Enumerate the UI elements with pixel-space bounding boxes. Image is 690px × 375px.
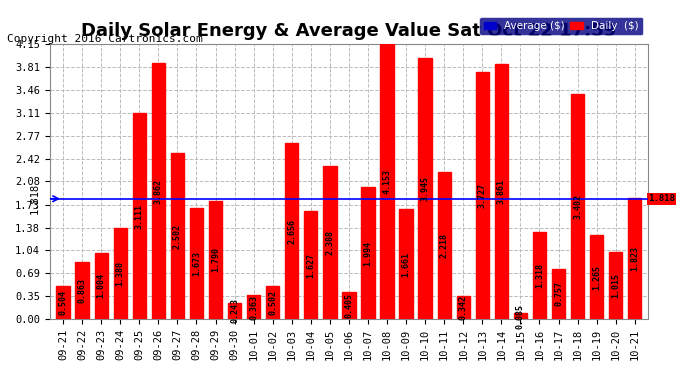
Text: 0.504: 0.504 [59,290,68,315]
Bar [552,269,565,319]
Bar [190,209,203,319]
Text: 0.863: 0.863 [77,278,87,303]
Title: Daily Solar Energy & Average Value Sat Oct 22 17:59: Daily Solar Energy & Average Value Sat O… [81,22,617,40]
Bar [75,262,89,319]
Bar [457,296,470,319]
Text: 3.727: 3.727 [478,183,487,208]
Bar [628,198,642,319]
Bar [400,209,413,319]
Text: 3.861: 3.861 [497,179,506,204]
Text: 1.790: 1.790 [211,247,220,272]
Text: Copyright 2016 Cartronics.com: Copyright 2016 Cartronics.com [7,34,203,44]
Bar [57,286,70,319]
Bar [304,211,317,319]
Text: 0.502: 0.502 [268,290,277,315]
Text: 1.004: 1.004 [97,273,106,298]
Bar [514,314,527,319]
Text: 1.265: 1.265 [592,265,601,290]
Text: 2.656: 2.656 [287,219,296,244]
Bar [437,172,451,319]
Text: 0.243: 0.243 [230,298,239,324]
Bar [380,44,394,319]
Bar [132,113,146,319]
Text: 1.380: 1.380 [116,261,125,286]
Text: 3.945: 3.945 [421,176,430,201]
Bar [609,252,622,319]
Text: 1.823: 1.823 [630,246,639,271]
Text: 1.818: 1.818 [30,183,40,214]
Text: 2.502: 2.502 [173,224,182,249]
Bar [475,72,489,319]
Text: 3.111: 3.111 [135,204,144,229]
Bar [285,143,298,319]
Bar [418,58,432,319]
Text: 1.015: 1.015 [611,273,620,298]
Text: 0.363: 0.363 [249,294,258,320]
Text: 2.308: 2.308 [326,230,335,255]
Text: 0.342: 0.342 [459,295,468,320]
Text: 1.673: 1.673 [192,251,201,276]
Bar [209,201,222,319]
Text: 3.402: 3.402 [573,194,582,219]
Text: 4.153: 4.153 [382,169,391,194]
Text: 1.661: 1.661 [402,252,411,277]
Text: 0.757: 0.757 [554,282,563,306]
Bar [247,295,260,319]
Bar [114,228,127,319]
Text: 1.994: 1.994 [364,240,373,266]
Bar [495,64,508,319]
Bar [266,286,279,319]
Bar [362,187,375,319]
Bar [590,236,603,319]
Text: 1.318: 1.318 [535,263,544,288]
Bar [228,303,242,319]
Text: 2.218: 2.218 [440,233,449,258]
Text: 1.818: 1.818 [648,194,675,203]
Text: 3.862: 3.862 [154,179,163,204]
Bar [323,166,337,319]
Text: 0.405: 0.405 [344,293,353,318]
Bar [170,153,184,319]
Bar [95,253,108,319]
Text: 1.627: 1.627 [306,253,315,278]
Bar [342,292,355,319]
Bar [533,232,546,319]
Bar [152,63,165,319]
Bar [571,94,584,319]
Legend: Average ($), Daily  ($): Average ($), Daily ($) [480,17,643,35]
Text: 0.085: 0.085 [516,304,525,329]
